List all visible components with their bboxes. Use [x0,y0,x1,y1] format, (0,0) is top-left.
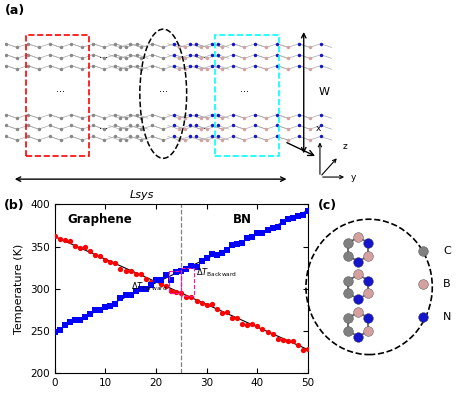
Y-axis label: Temperature (K): Temperature (K) [14,244,24,334]
Text: (a): (a) [5,4,25,17]
Text: z: z [342,142,347,151]
Text: $\Delta T_{\mathregular{Backward}}$: $\Delta T_{\mathregular{Backward}}$ [195,267,237,279]
Text: BN: BN [233,213,252,226]
Text: C: C [443,246,451,255]
Text: x: x [316,124,321,133]
Text: ···: ··· [100,124,108,134]
Text: y: y [351,173,356,182]
Text: Lsys: Lsys [129,190,154,200]
Text: $\Delta T_{\mathregular{Forward}}$: $\Delta T_{\mathregular{Forward}}$ [131,281,167,293]
Text: ···: ··· [100,53,108,63]
Text: (c): (c) [319,199,337,212]
Text: ···: ··· [159,86,168,97]
Text: B: B [443,279,451,288]
Text: (b): (b) [4,199,25,212]
Text: Graphene: Graphene [68,213,133,226]
Text: W: W [318,86,329,97]
Text: N: N [443,312,451,321]
Text: ···: ··· [197,124,206,134]
Text: ···: ··· [56,86,65,97]
Text: ···: ··· [197,53,206,63]
Text: ···: ··· [240,86,249,97]
